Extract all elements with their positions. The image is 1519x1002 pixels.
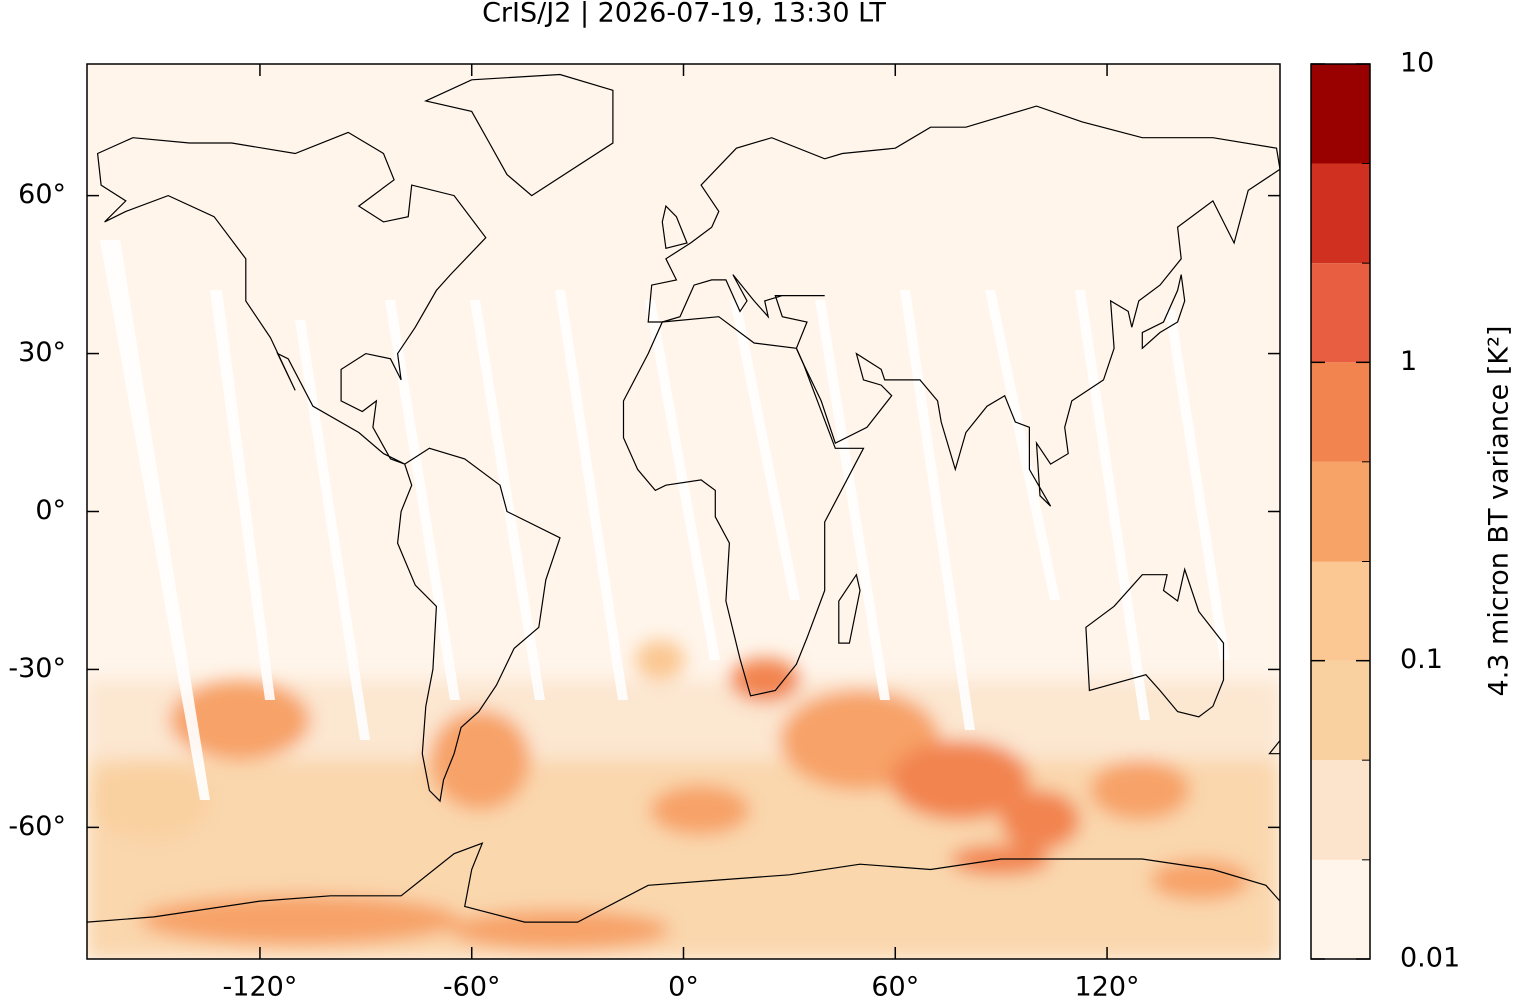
colorbar-level (1311, 163, 1370, 264)
colorbar-level (1311, 859, 1370, 959)
colorbar-label: 4.3 micron BT variance [K²] (1484, 326, 1515, 697)
y-tick-label: 0° (35, 495, 66, 526)
x-tick-label: 60° (871, 972, 919, 1002)
y-tick-label: -30° (8, 653, 66, 684)
colorbar-level (1311, 760, 1370, 860)
coastlines (87, 73, 1280, 923)
coastline (96, 131, 487, 465)
coastline (1085, 567, 1225, 718)
title: CrIS/J2 | 2026-07-19, 13:30 LT (482, 0, 886, 29)
coastline (396, 447, 561, 803)
coastline (647, 105, 1280, 507)
x-tick-label: -120° (223, 972, 298, 1002)
colorbar-level (1311, 362, 1370, 462)
coastline (1141, 274, 1186, 350)
colorbar: 0.01 0.1 1 10 (1311, 48, 1460, 974)
colorbar-tick-label: 0.01 (1400, 943, 1460, 974)
colorbar-level (1311, 263, 1370, 363)
x-tick-label: 120° (1075, 972, 1140, 1002)
colorbar-frame (1310, 63, 1371, 960)
y-tick-label: 60° (18, 179, 66, 210)
map-area (87, 64, 1280, 959)
x-tick-label: -60° (443, 972, 501, 1002)
colorbar-tick-label: 0.1 (1400, 644, 1443, 675)
x-tick-label: 0° (668, 972, 699, 1002)
colorbar-level (1311, 660, 1370, 761)
coastline (661, 204, 688, 250)
colorbar-level (1311, 64, 1370, 164)
colorbar-tick-label: 1 (1400, 346, 1417, 377)
y-tick-label: -60° (8, 811, 66, 842)
coastline (838, 573, 861, 644)
coastline (622, 316, 865, 697)
coastline (87, 842, 1280, 923)
colorbar-level (1311, 461, 1370, 562)
colorbar-level (1311, 561, 1370, 661)
y-tick-label: 30° (18, 337, 66, 368)
swath-gaps (100, 240, 1230, 800)
colorbar-tick-label: 10 (1400, 48, 1434, 79)
coastline (423, 73, 614, 197)
